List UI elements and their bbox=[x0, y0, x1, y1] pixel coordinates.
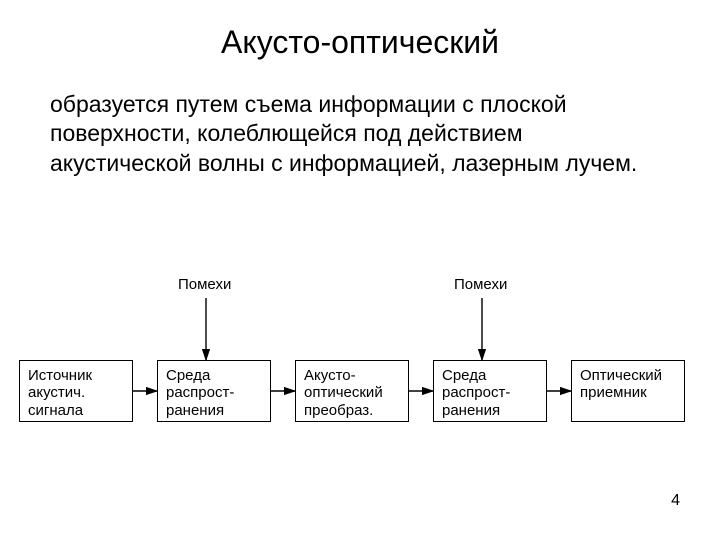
flowchart-node: Средараспрост-ранения bbox=[433, 360, 547, 422]
flowchart-node: Источникакустич.сигнала bbox=[19, 360, 133, 422]
slide: Акусто-оптический образуется путем съема… bbox=[0, 0, 720, 540]
flowchart-node: Оптическийприемник bbox=[571, 360, 685, 422]
flowchart-node: Акусто-оптическийпреобраз. bbox=[295, 360, 409, 422]
noise-label: Помехи bbox=[178, 276, 231, 293]
noise-label: Помехи bbox=[454, 276, 507, 293]
slide-body: образуется путем съема информации с плос… bbox=[50, 90, 670, 178]
page-number: 4 bbox=[671, 492, 680, 510]
flowchart: Источникакустич.сигнала Средараспрост-ран… bbox=[0, 270, 720, 490]
slide-title: Акусто-оптический bbox=[0, 24, 720, 61]
flowchart-node: Средараспрост-ранения bbox=[157, 360, 271, 422]
